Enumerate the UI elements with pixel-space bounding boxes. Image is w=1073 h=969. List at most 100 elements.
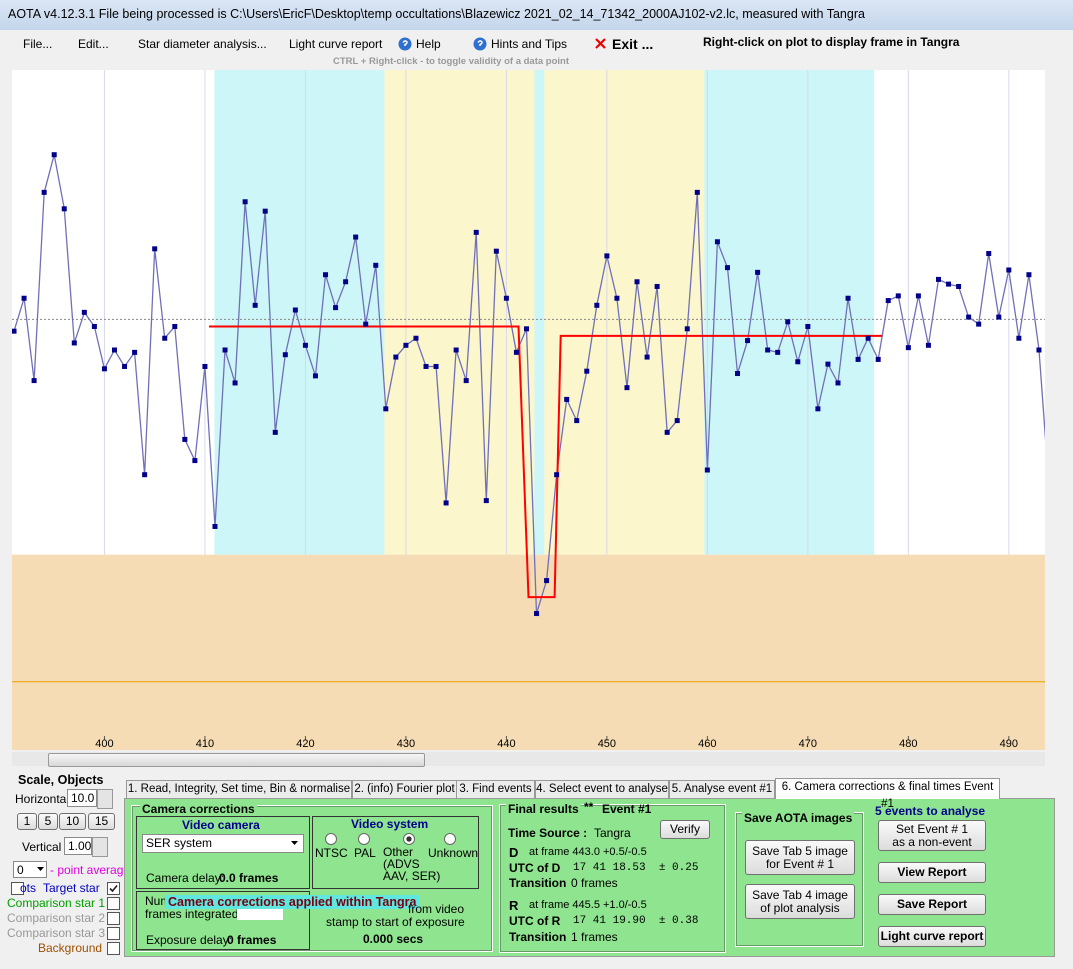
camera-select[interactable]: SER system [142, 834, 304, 853]
menu-item[interactable]: Hints and Tips [491, 37, 568, 51]
checkbox[interactable] [107, 897, 120, 910]
frames-input[interactable] [237, 906, 283, 920]
checkbox[interactable] [107, 912, 120, 925]
menu-item[interactable]: Light curve report [289, 37, 383, 51]
data-point [41, 189, 47, 195]
data-point [222, 347, 228, 353]
d-frame: at frame 443.0 +0.5/-0.5 [529, 846, 647, 858]
secs: 0.000 secs [363, 932, 424, 946]
non-event-button[interactable]: Set Event # 1 as a non-event [878, 820, 986, 851]
menu-item[interactable]: Edit... [78, 37, 109, 51]
scale-button[interactable]: 15 [88, 813, 115, 830]
save-tab5-button[interactable]: Save Tab 5 image for Event # 1 [745, 840, 855, 875]
checkbox[interactable] [107, 942, 120, 955]
from-video-label: from video [408, 902, 465, 916]
light-curve-plot[interactable]: 400 410 420 430 440 450 460 470 480 490 [12, 70, 1045, 750]
data-point [292, 307, 298, 313]
exit-icon [595, 38, 606, 49]
menu-item[interactable]: Star diameter analysis... [138, 37, 267, 51]
scale-button[interactable]: 1 [17, 813, 37, 830]
data-point [31, 378, 37, 384]
tab[interactable]: 3. Find events [456, 780, 535, 798]
data-point [654, 283, 660, 289]
data-point [232, 380, 238, 386]
transition-label: Transition [509, 876, 567, 890]
data-point [704, 467, 710, 473]
lc-report-button[interactable]: Light curve report [878, 926, 986, 947]
data-point [111, 347, 117, 353]
spinner[interactable] [92, 837, 108, 857]
data-point [755, 269, 761, 275]
data-point [925, 342, 931, 348]
radio[interactable] [325, 833, 337, 845]
data-point [674, 418, 680, 424]
radio[interactable] [358, 833, 370, 845]
data-point [895, 293, 901, 299]
radio[interactable] [444, 833, 456, 845]
data-point [724, 265, 730, 271]
data-point [373, 262, 379, 268]
data-point [594, 302, 600, 308]
d-label: D [509, 845, 519, 860]
checkbox[interactable] [107, 927, 120, 940]
data-point [262, 208, 268, 214]
save-report-button[interactable]: Save Report [878, 894, 986, 915]
data-point [81, 309, 87, 315]
x-tick-label: 460 [698, 738, 716, 750]
search-region [214, 70, 385, 555]
checkbox[interactable] [11, 882, 24, 895]
x-tick-label: 430 [397, 738, 415, 750]
scale-button[interactable]: 5 [38, 813, 58, 830]
data-point [312, 373, 318, 379]
data-point [855, 356, 861, 362]
data-point [282, 352, 288, 358]
data-point [976, 321, 982, 327]
video-camera-box [136, 816, 310, 889]
data-point [564, 396, 570, 402]
checkbox[interactable] [107, 882, 120, 895]
hints-icon [473, 37, 487, 51]
system-label: Unknown [428, 846, 479, 860]
tab[interactable]: 6. Camera corrections & final times Even… [775, 778, 1000, 810]
save-tab4-button[interactable]: Save Tab 4 image of plot analysis [745, 884, 855, 919]
save-title: Save AOTA images [742, 811, 855, 825]
data-point [443, 500, 449, 506]
data-point [956, 283, 962, 289]
data-point [805, 323, 811, 329]
data-point [343, 279, 349, 285]
data-point [915, 293, 921, 299]
data-point [142, 472, 148, 478]
tab[interactable]: 1. Read, Integrity, Set time, Bin & norm… [126, 780, 352, 798]
search-region [384, 70, 535, 555]
data-point [694, 189, 700, 195]
horizontal-input[interactable]: 10.0 [67, 789, 97, 807]
tab[interactable]: 5. Analyse event #1 [669, 780, 775, 798]
help-icon [398, 37, 412, 51]
verify-button[interactable]: Verify [660, 820, 710, 839]
data-point [554, 472, 560, 478]
menu-item[interactable]: File... [23, 37, 53, 51]
window-title: AOTA v4.12.3.1 File being processed is C… [8, 7, 865, 21]
data-point [765, 347, 771, 353]
average-select[interactable]: 0 [13, 861, 47, 878]
x-tick-label: 400 [95, 738, 113, 750]
view-report-button[interactable]: View Report [878, 862, 986, 883]
radio[interactable] [403, 833, 415, 845]
data-point [333, 305, 339, 311]
tab[interactable]: 2. (info) Fourier plot [352, 780, 457, 798]
scale-button[interactable]: 10 [59, 813, 86, 830]
time-source-label: Time Source : [508, 826, 588, 840]
tab[interactable]: 4. Select event to analyse [535, 780, 669, 798]
exposure-delay-label: Exposure delay: [146, 933, 233, 947]
data-point [323, 272, 329, 278]
camera-group-title: Camera corrections [140, 802, 257, 816]
spinner[interactable] [97, 789, 113, 809]
menu-item[interactable]: Help [416, 37, 441, 51]
light-curve [13, 154, 1045, 614]
data-point [865, 335, 871, 341]
data-point [353, 234, 359, 240]
vertical-input[interactable]: 1.00 [64, 837, 92, 855]
menu-item[interactable]: Exit ... [612, 36, 654, 52]
plot-subhint: CTRL + Right-click - to toggle validity … [333, 56, 570, 67]
scroll-thumb[interactable] [48, 753, 425, 767]
